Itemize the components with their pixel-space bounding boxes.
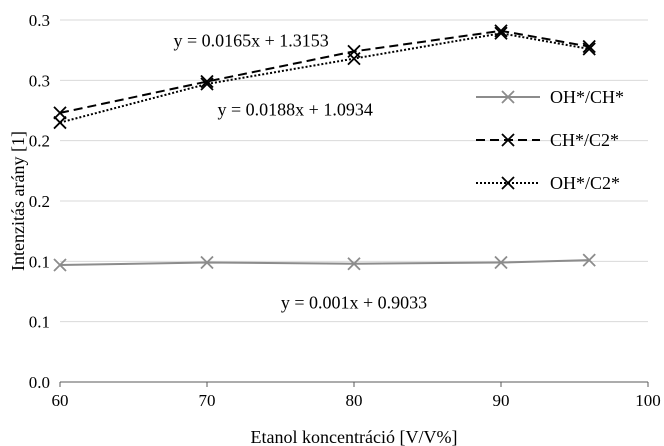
- data-point: [53, 106, 67, 120]
- x-tick-label: 100: [635, 391, 661, 410]
- data-point: [582, 42, 596, 56]
- data-point: [582, 39, 596, 54]
- legend-item: OH*/CH*: [476, 87, 624, 107]
- legend-label: OH*/C2*: [550, 173, 620, 193]
- legend-item: OH*/C2*: [476, 173, 620, 193]
- trendline-equation: y = 0.0188x + 1.0934: [218, 99, 373, 119]
- data-point: [53, 115, 67, 130]
- x-axis-title: Etanol koncentráció [V/V%]: [251, 427, 458, 446]
- y-tick-label: 0.0: [29, 373, 50, 392]
- y-tick-label: 0.2: [29, 132, 50, 151]
- data-point: [347, 51, 361, 66]
- trendline-equations: y = 0.0165x + 1.3153 y = 0.0188x + 1.0934…: [173, 31, 427, 313]
- x-tick-label: 90: [493, 391, 510, 410]
- legend-item: CH*/C2*: [476, 130, 619, 150]
- legend-swatch-marker: [501, 90, 515, 104]
- data-point: [200, 74, 214, 89]
- gridlines: [60, 19, 648, 323]
- axes: [59, 381, 649, 387]
- legend-swatch-marker: [501, 176, 515, 190]
- y-tick-label: 0.3: [29, 11, 50, 30]
- data-point: [200, 255, 214, 270]
- legend-label: OH*/CH*: [550, 87, 624, 107]
- legend-swatch-marker: [501, 133, 515, 147]
- series-group: [53, 24, 596, 272]
- trendline-equation: y = 0.0165x + 1.3153: [173, 31, 328, 51]
- data-point: [494, 26, 508, 40]
- x-tick-labels: 60 70 80 90 100: [52, 391, 661, 410]
- trendline-equation: y = 0.001x + 0.9033: [281, 292, 427, 312]
- data-point: [582, 253, 596, 267]
- y-tick-labels: 0.0 0.1 0.1 0.2 0.2 0.3 0.3: [29, 11, 50, 392]
- legend: OH*/CH* CH*/C2* OH*/C2*: [476, 87, 624, 193]
- x-tick-label: 60: [52, 391, 69, 410]
- legend-label: CH*/C2*: [550, 130, 619, 150]
- series-1: [53, 253, 596, 272]
- y-tick-label: 0.1: [29, 252, 50, 271]
- data-point: [494, 255, 508, 270]
- y-tick-label: 0.2: [29, 192, 50, 211]
- series-3: [53, 26, 596, 130]
- data-point: [494, 24, 508, 38]
- y-axis-title: Intenzitás arány [1]: [8, 131, 28, 271]
- data-point: [200, 77, 214, 91]
- y-tick-label: 0.3: [29, 71, 50, 90]
- y-tick-label: 0.1: [29, 313, 50, 332]
- data-point: [53, 258, 67, 272]
- data-point: [347, 257, 361, 271]
- x-tick-label: 80: [346, 391, 363, 410]
- x-tick-label: 70: [199, 391, 216, 410]
